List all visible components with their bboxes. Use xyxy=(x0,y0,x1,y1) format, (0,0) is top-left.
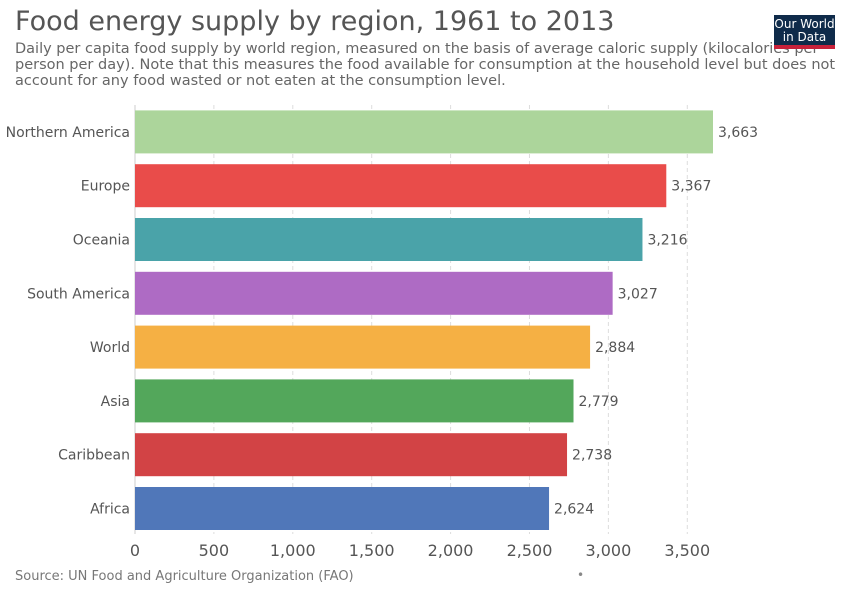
owid-logo[interactable]: Our World in Data xyxy=(774,15,835,49)
category-label-caribbean: Caribbean xyxy=(58,448,130,464)
footer-dot: • xyxy=(577,568,585,582)
tick-label-0: 0 xyxy=(130,541,140,560)
logo-line-2: in Data xyxy=(782,30,827,44)
bar-africa xyxy=(135,487,550,530)
value-label-asia: 2,779 xyxy=(579,394,619,410)
tick-label-2500: 2,500 xyxy=(507,541,553,560)
tick-label-2000: 2,000 xyxy=(428,541,474,560)
value-label-northern-america: 3,663 xyxy=(718,125,758,141)
category-label-world: World xyxy=(90,340,130,356)
value-label-europe: 3,367 xyxy=(671,179,711,195)
value-label-world: 2,884 xyxy=(595,340,635,356)
tick-label-1500: 1,500 xyxy=(349,541,395,560)
chart-subtitle: Daily per capita food supply by world re… xyxy=(15,41,836,89)
category-label-oceania: Oceania xyxy=(73,233,130,249)
chart-title: Food energy supply by region, 1961 to 20… xyxy=(15,6,615,37)
source-note[interactable]: Source: UN Food and Agriculture Organiza… xyxy=(15,569,354,584)
category-label-asia: Asia xyxy=(101,394,130,410)
tick-label-500: 500 xyxy=(199,541,230,560)
category-label-south-america: South America xyxy=(27,286,130,302)
logo-line-1: Our World xyxy=(774,17,835,31)
bar-europe xyxy=(135,164,667,208)
category-label-europe: Europe xyxy=(81,179,130,195)
tick-label-3000: 3,000 xyxy=(585,541,631,560)
bar-caribbean xyxy=(135,433,568,477)
bar-northern-america xyxy=(135,110,713,154)
labels: Northern America 3,663 Europe 3,367 Oceania 3… xyxy=(6,125,758,518)
bar-world xyxy=(135,325,591,369)
bar-oceania xyxy=(135,218,643,261)
x-axis-ticks: 0 500 1,000 1,500 2,000 2,500 3,000 3,500 xyxy=(130,541,710,560)
value-label-south-america: 3,027 xyxy=(618,286,658,302)
bars xyxy=(135,110,713,530)
category-label-northern-america: Northern America xyxy=(6,125,130,141)
value-label-caribbean: 2,738 xyxy=(572,448,612,464)
tick-label-3500: 3,500 xyxy=(664,541,710,560)
category-label-africa: Africa xyxy=(90,502,130,518)
bar-asia xyxy=(135,379,574,423)
bar-south-america xyxy=(135,271,613,315)
value-label-oceania: 3,216 xyxy=(647,233,687,249)
tick-label-1000: 1,000 xyxy=(270,541,316,560)
value-label-africa: 2,624 xyxy=(554,502,594,518)
